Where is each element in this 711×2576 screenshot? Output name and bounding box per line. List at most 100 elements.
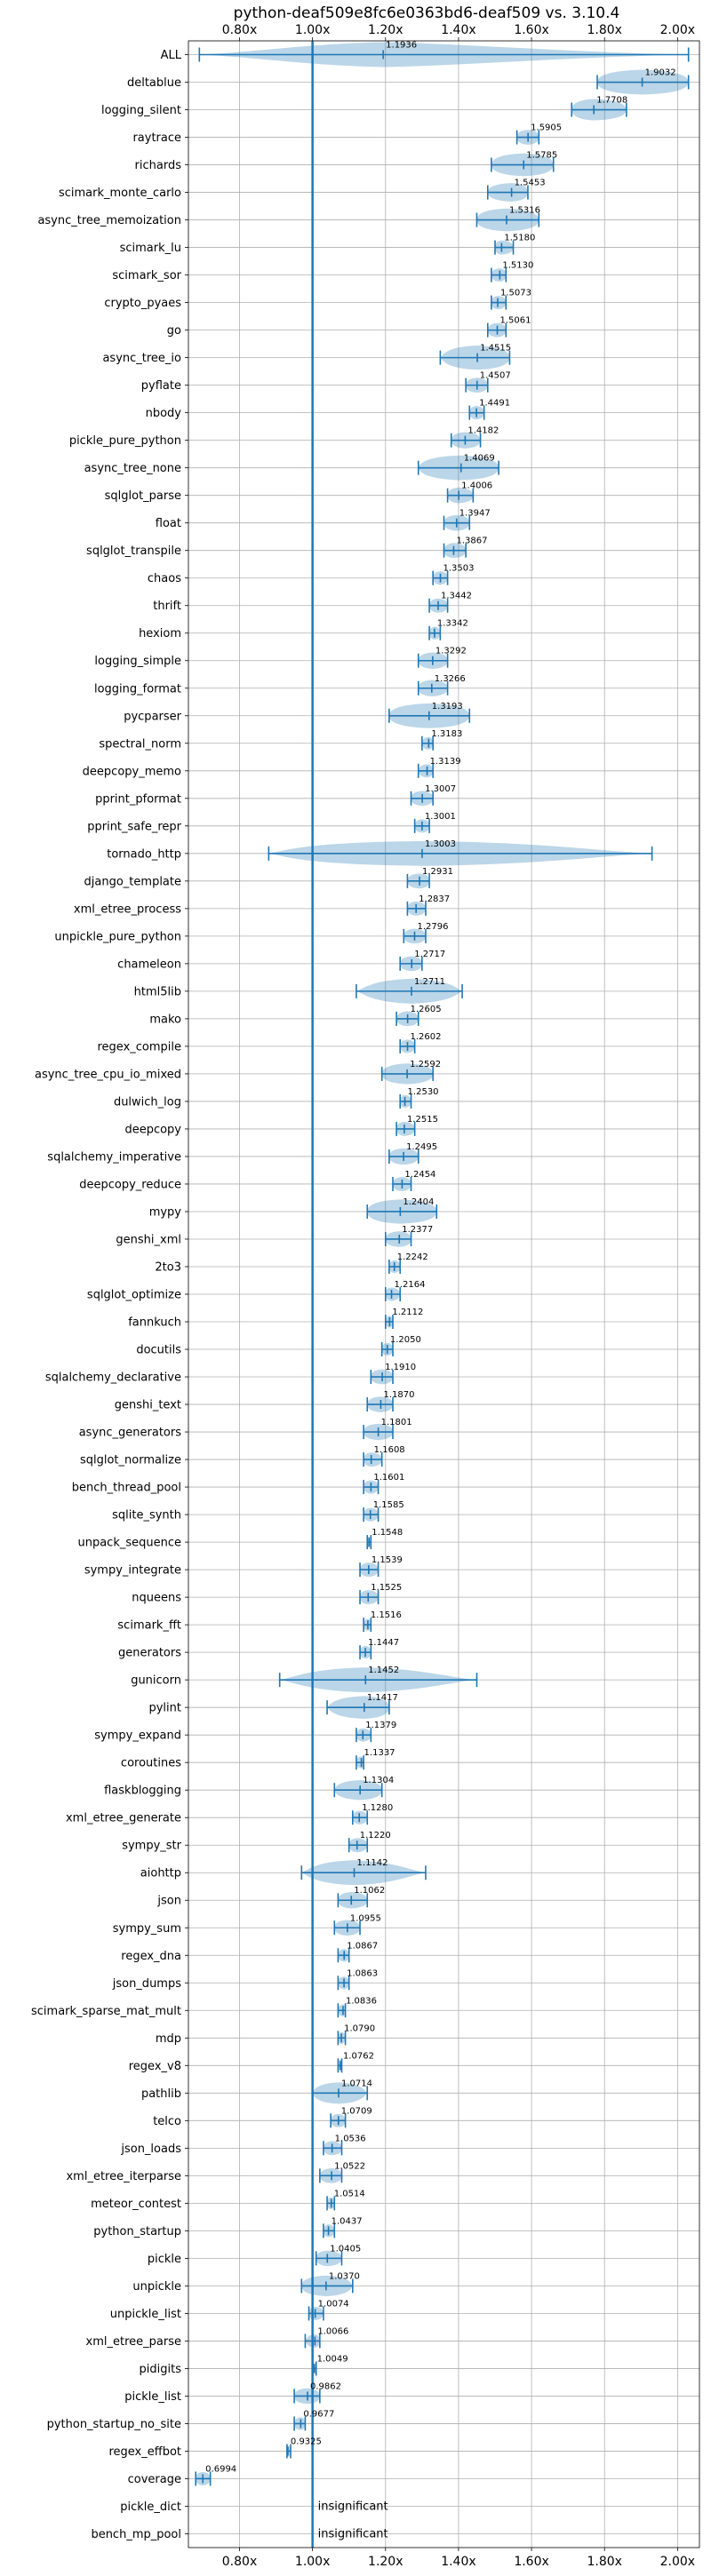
row-label: ALL [161,49,182,62]
row-label: genshi_xml [116,1233,181,1246]
value-label: 1.1142 [357,1858,388,1868]
row-label: mako [149,1013,181,1026]
value-label: 1.0709 [341,2106,372,2116]
value-label: 1.1910 [385,1363,416,1372]
row-label: deepcopy_memo [83,765,181,778]
value-label: 1.1585 [373,1500,404,1510]
row-label: pycparser [124,710,181,723]
tick-label-top: 1.80x [587,23,621,37]
row-label: thrift [153,600,181,613]
row-label: pprint_safe_repr [87,820,181,833]
value-label: 1.4069 [464,454,495,464]
value-label: 1.1548 [371,1528,403,1538]
row-label: django_template [84,875,181,888]
value-label: 1.0762 [343,2051,374,2061]
row-label: scimark_monte_carlo [59,187,181,200]
row-label: sqlglot_parse [105,489,181,503]
row-label: coverage [128,2473,181,2486]
value-label: 1.2605 [411,1005,442,1014]
row-label: regex_effbot [108,2445,181,2459]
value-label: 1.3007 [425,784,456,794]
row-label: unpickle_list [110,2308,181,2321]
row-label: unpickle_pure_python [54,930,181,943]
row-label: json [156,1895,181,1908]
row-label: raytrace [132,131,181,145]
row-label: deltablue [127,76,181,90]
value-label: 1.0405 [330,2244,361,2254]
tick-label-top: 1.60x [514,23,548,37]
row-label: bench_thread_pool [72,1482,181,1495]
row-label: bench_mp_pool [91,2528,181,2541]
value-label: 1.5905 [531,123,562,133]
value-label: 1.2242 [397,1252,428,1262]
row-label: aiohttp [140,1867,181,1880]
value-label: 0.9325 [291,2437,322,2446]
value-label: 1.1379 [365,1721,396,1730]
value-label: 1.0074 [318,2299,349,2309]
value-label: 1.3139 [430,757,461,767]
row-label: generators [118,1647,181,1660]
row-label: async_tree_io [102,352,181,365]
row-label: xml_etree_generate [66,1812,181,1825]
whiskers [195,47,690,2486]
value-label: 1.1539 [371,1555,403,1565]
value-label: 1.2931 [422,867,453,877]
value-label: 1.3292 [435,647,467,656]
value-label: 1.2495 [406,1142,437,1152]
value-label: 1.4515 [480,344,511,354]
row-label: json_loads [120,2143,181,2156]
tick-label-top: 2.00x [660,23,695,37]
row-label: sympy_sum [113,1922,181,1936]
value-label: 1.1870 [383,1390,414,1400]
value-label: 1.0714 [341,2079,372,2088]
row-label: html5lib [134,985,181,998]
value-label: 1.5061 [500,316,531,326]
row-label: mypy [149,1205,182,1219]
row-label: pathlib [141,2087,181,2101]
row-label: telco [153,2115,181,2128]
value-label: 1.2837 [419,894,450,904]
value-label: 1.3442 [441,592,472,601]
value-label: 1.3266 [435,674,466,684]
row-label: gunicorn [131,1674,181,1688]
row-label: logging_format [94,682,181,696]
row-label: sqlalchemy_declarative [45,1371,181,1385]
row-label: scimark_sor [112,269,181,282]
row-label: regex_compile [97,1040,181,1053]
value-label: 1.2050 [390,1335,421,1345]
row-label: pickle [148,2253,181,2266]
value-label: 1.2377 [402,1225,433,1235]
row-label: pickle_dict [120,2500,181,2514]
value-label: 1.1220 [360,1831,391,1841]
row-label: mdp [156,2032,181,2046]
row-labels: ALL deltablue logging_silent raytrace richar… [31,49,182,2541]
row-label: scimark_lu [120,242,181,255]
row-label: sympy_str [122,1840,181,1853]
row-label: meteor_contest [91,2198,181,2211]
value-label: 1.0437 [332,2216,363,2226]
row-label: sqlglot_optimize [87,1289,181,1302]
value-label: 1.5180 [504,234,535,243]
value-label: 1.0049 [317,2354,348,2364]
tick-label-bottom: 1.60x [514,2555,548,2569]
value-label: 1.2592 [410,1060,441,1069]
value-label: 1.1280 [362,1803,393,1813]
row-label: regex_dna [121,1950,181,1963]
row-label: async_tree_none [84,462,181,475]
tick-label-bottom: 0.80x [222,2555,257,2569]
tick-label-bottom: 1.80x [587,2555,621,2569]
row-label: pylint [148,1702,181,1715]
row-label: float [156,517,181,530]
value-label: 1.1417 [367,1693,398,1703]
row-label: unpack_sequence [77,1537,181,1550]
tick-label-top: 1.40x [441,23,475,37]
grid-lines [188,41,699,2548]
value-label: 0.9862 [310,2381,341,2391]
violins [196,42,689,2486]
value-label: 1.2796 [417,922,448,932]
row-label: coroutines [121,1757,181,1770]
value-label: 1.3183 [431,729,462,739]
row-label: fannkuch [128,1316,181,1330]
row-label: go [167,324,181,338]
value-label: 1.5073 [500,289,531,298]
